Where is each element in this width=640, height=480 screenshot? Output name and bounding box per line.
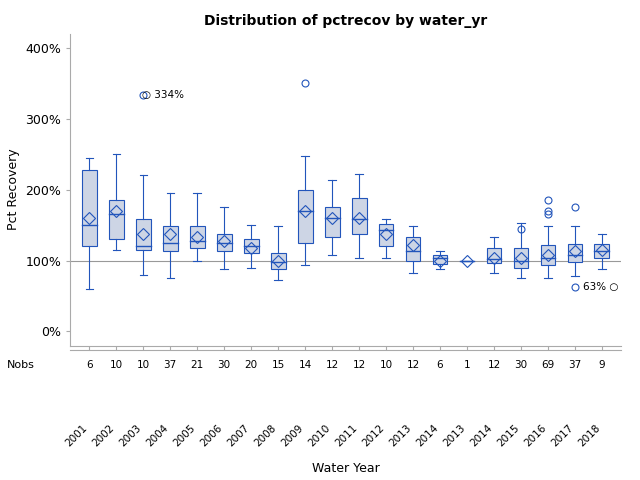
Bar [513, 248, 529, 268]
Bar [433, 255, 447, 264]
Text: 2009: 2009 [280, 422, 305, 448]
Bar [324, 207, 340, 237]
Bar [406, 237, 420, 261]
Text: 2006: 2006 [198, 422, 224, 448]
Text: 2007: 2007 [225, 422, 251, 448]
Text: 2012: 2012 [360, 422, 386, 448]
Text: 30: 30 [515, 360, 527, 370]
Bar [486, 248, 501, 264]
Text: 15: 15 [271, 360, 285, 370]
Text: 2013: 2013 [387, 422, 413, 448]
Bar [271, 253, 285, 269]
Text: 2008: 2008 [253, 422, 278, 448]
Bar [541, 245, 556, 265]
Text: Water Year: Water Year [312, 462, 380, 475]
Text: 2002: 2002 [91, 422, 116, 448]
Bar [298, 190, 312, 243]
Bar [351, 198, 367, 234]
Text: 10: 10 [109, 360, 123, 370]
Text: 30: 30 [218, 360, 231, 370]
Text: 2014: 2014 [414, 422, 440, 448]
Text: 14: 14 [298, 360, 312, 370]
Bar [244, 239, 259, 253]
Text: 6: 6 [436, 360, 444, 370]
Text: 1: 1 [464, 360, 470, 370]
Text: 2018: 2018 [576, 422, 602, 448]
Text: 2005: 2005 [172, 422, 197, 448]
Bar [136, 219, 150, 250]
Text: 2011: 2011 [333, 422, 359, 448]
Text: ○ 334%: ○ 334% [142, 90, 184, 99]
Text: 2016: 2016 [522, 422, 548, 448]
Bar [379, 224, 394, 246]
Bar [82, 170, 97, 246]
Text: 37: 37 [568, 360, 582, 370]
Bar [568, 244, 582, 262]
Text: 37: 37 [164, 360, 177, 370]
Text: 9: 9 [598, 360, 605, 370]
Text: Nobs: Nobs [6, 360, 35, 370]
Bar [595, 244, 609, 258]
Text: 12: 12 [406, 360, 420, 370]
Text: 2017: 2017 [549, 422, 575, 448]
Text: 63% ○: 63% ○ [583, 282, 618, 292]
Text: 10: 10 [380, 360, 392, 370]
Text: 2001: 2001 [63, 422, 90, 448]
Text: 12: 12 [488, 360, 500, 370]
Text: 6: 6 [86, 360, 93, 370]
Y-axis label: Pct Recovery: Pct Recovery [7, 149, 20, 230]
Text: 2010: 2010 [307, 422, 332, 448]
Bar [109, 200, 124, 239]
Text: 2003: 2003 [118, 422, 143, 448]
Bar [217, 234, 232, 251]
Text: 20: 20 [244, 360, 258, 370]
Text: 2013: 2013 [442, 422, 467, 448]
Text: 10: 10 [137, 360, 150, 370]
Bar [163, 227, 178, 252]
Text: 12: 12 [353, 360, 365, 370]
Text: 2004: 2004 [145, 422, 170, 448]
Title: Distribution of pctrecov by water_yr: Distribution of pctrecov by water_yr [204, 14, 487, 28]
Text: 21: 21 [191, 360, 204, 370]
Text: 2015: 2015 [495, 422, 521, 448]
Bar [190, 227, 205, 248]
Text: 69: 69 [541, 360, 555, 370]
Text: 2014: 2014 [468, 422, 494, 448]
Text: 12: 12 [326, 360, 339, 370]
